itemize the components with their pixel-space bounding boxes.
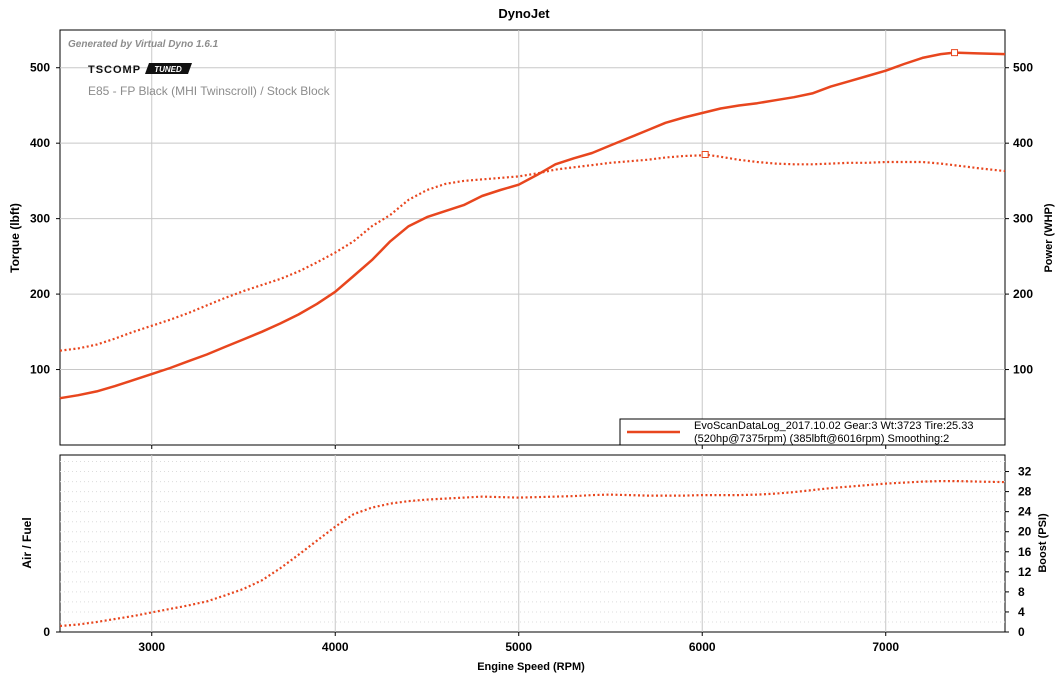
generated-by-label: Generated by Virtual Dyno 1.6.1 <box>68 39 219 50</box>
legend-box <box>619 418 1006 446</box>
bottom-series-lines <box>59 480 1006 628</box>
chart-subtitle: E85 - FP Black (MHI Twinscroll) / Stock … <box>88 84 331 98</box>
top-gridlines <box>60 30 1005 445</box>
legend-line-1: EvoScanDataLog_2017.10.02 Gear:3 Wt:3723… <box>694 420 973 432</box>
top-series-torque-line <box>59 51 1006 400</box>
bottom-right-tick-label: 28 <box>1018 485 1032 499</box>
top-right-axis-title: Power (WHP) <box>1043 203 1055 272</box>
bottom-right-tick-label: 16 <box>1018 545 1032 559</box>
x-tick-label: 7000 <box>872 640 899 654</box>
top-left-tick-label: 200 <box>30 287 50 301</box>
bottom-left-axis-title: Air / Fuel <box>20 517 34 568</box>
logo-tuned-badge: TUNED <box>145 63 192 74</box>
bottom-right-tick-label: 8 <box>1018 585 1025 599</box>
bottom-left-tick-label: 0 <box>43 625 50 639</box>
bottom-tick-labels: 3000 4000 5000 6000 7000 0 0 4 8 12 16 20 24 28 32 <box>43 465 1031 654</box>
bottom-right-tick-label: 32 <box>1018 465 1032 479</box>
top-series-power-line <box>59 153 1006 352</box>
top-left-tick-label: 500 <box>30 61 50 75</box>
x-tick-label: 3000 <box>138 640 165 654</box>
top-right-tick-label: 500 <box>1013 61 1033 75</box>
top-plot-frame <box>59 29 1006 446</box>
top-left-tick-label: 300 <box>30 212 50 226</box>
top-tick-labels: 100 200 300 400 500 100 200 300 400 500 <box>30 61 1033 449</box>
top-right-tick-label: 300 <box>1013 212 1033 226</box>
x-tick-label: 4000 <box>322 640 349 654</box>
x-axis-title: Engine Speed (RPM) <box>477 661 585 673</box>
bottom-gridlines <box>60 455 1005 632</box>
top-right-tick-label: 100 <box>1013 363 1033 377</box>
top-left-tick-label: 100 <box>30 363 50 377</box>
bottom-right-tick-label: 20 <box>1018 525 1032 539</box>
bottom-plot: 3000 4000 5000 6000 7000 0 0 4 8 12 16 20 24 28 32 <box>43 454 1032 654</box>
legend-line-2: (520hp@7375rpm) (385lbft@6016rpm) Smooth… <box>694 433 949 445</box>
x-tick-label: 6000 <box>689 640 716 654</box>
top-left-axis-title: Torque (lbft) <box>8 203 22 273</box>
legend: EvoScanDataLog_2017.10.02 Gear:3 Wt:3723… <box>619 418 1006 446</box>
bottom-series-boost-line <box>59 480 1006 628</box>
bottom-right-tick-label: 24 <box>1018 505 1032 519</box>
top-series-lines <box>59 49 1006 400</box>
x-tick-label: 5000 <box>505 640 532 654</box>
top-peak-marker <box>701 151 709 158</box>
top-right-tick-label: 200 <box>1013 287 1033 301</box>
logo-tscomp-text: TSCOMP <box>88 64 141 76</box>
top-left-tick-label: 400 <box>30 136 50 150</box>
bottom-plot-frame <box>59 454 1006 633</box>
bottom-right-tick-label: 0 <box>1018 625 1025 639</box>
top-plot: 100 200 300 400 500 100 200 300 400 500 Generated… <box>30 29 1033 449</box>
logo-tuned-text: TUNED <box>154 65 182 74</box>
chart-title: DynoJet <box>498 6 550 21</box>
tscomp-logo: TSCOMP TUNED <box>88 63 192 76</box>
bottom-right-tick-label: 4 <box>1018 605 1025 619</box>
top-peak-marker <box>951 49 959 57</box>
bottom-right-axis-title: Boost (PSI) <box>1037 513 1049 573</box>
top-right-tick-label: 400 <box>1013 136 1033 150</box>
bottom-right-tick-label: 12 <box>1018 565 1032 579</box>
